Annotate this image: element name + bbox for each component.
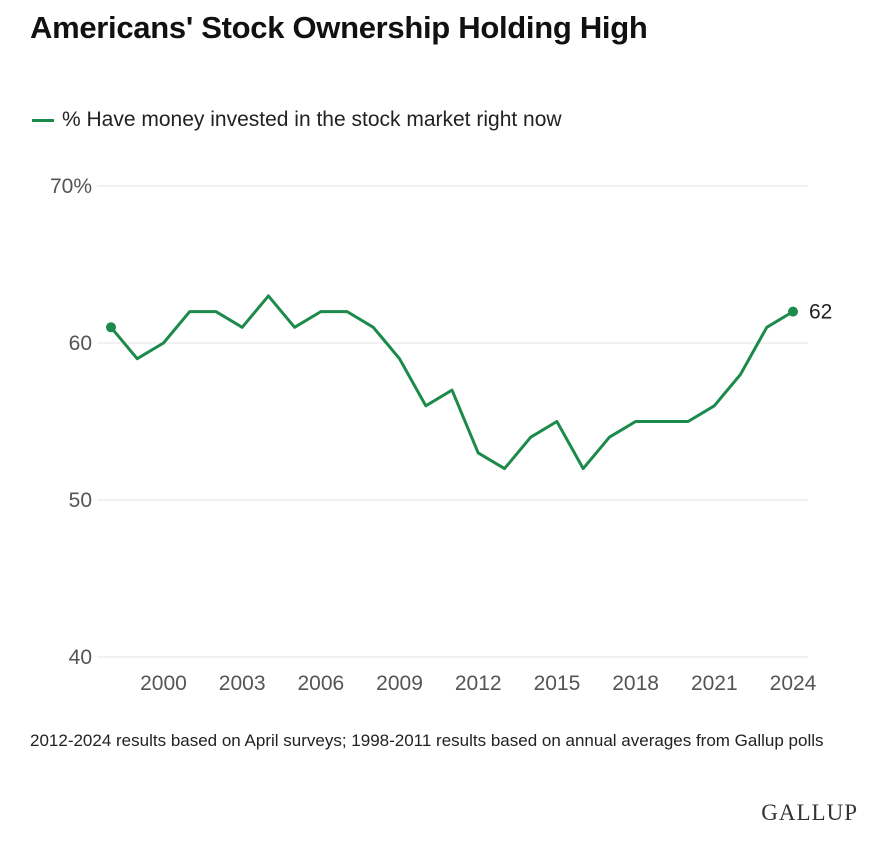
x-tick-label: 2012 bbox=[455, 672, 502, 695]
x-tick-label: 2015 bbox=[534, 672, 581, 695]
gallup-logo: GALLUP bbox=[761, 800, 858, 825]
legend-line-swatch bbox=[32, 118, 54, 122]
footnote: 2012-2024 results based on April surveys… bbox=[30, 731, 824, 750]
y-tick-label: 60 bbox=[69, 332, 92, 355]
x-tick-label: 2009 bbox=[376, 672, 423, 695]
chart-title: Americans' Stock Ownership Holding High bbox=[30, 10, 648, 45]
series-line bbox=[109, 294, 795, 471]
series-layer: 62 bbox=[106, 294, 832, 471]
x-tick-label: 2000 bbox=[140, 672, 187, 695]
end-value-label: 62 bbox=[809, 301, 832, 324]
legend: % Have money invested in the stock marke… bbox=[32, 108, 562, 132]
y-tick-label: 40 bbox=[69, 646, 92, 669]
x-tick-label: 2018 bbox=[612, 672, 659, 695]
data-point bbox=[788, 306, 798, 317]
x-tick-label: 2021 bbox=[691, 672, 738, 695]
x-tick-label: 2003 bbox=[219, 672, 266, 695]
y-tick-label: 50 bbox=[69, 489, 92, 512]
legend-label: % Have money invested in the stock marke… bbox=[62, 108, 562, 131]
data-point bbox=[106, 322, 116, 333]
x-axis-ticks: 2000 2003 2006 2009 2012 2015 2018 2021 2024 bbox=[140, 672, 817, 695]
y-axis-ticks: 40 50 60 70% bbox=[50, 175, 92, 669]
gridlines bbox=[97, 185, 808, 658]
x-tick-label: 2006 bbox=[297, 672, 344, 695]
x-tick-label: 2024 bbox=[770, 672, 817, 695]
y-tick-label: 70% bbox=[50, 175, 92, 198]
